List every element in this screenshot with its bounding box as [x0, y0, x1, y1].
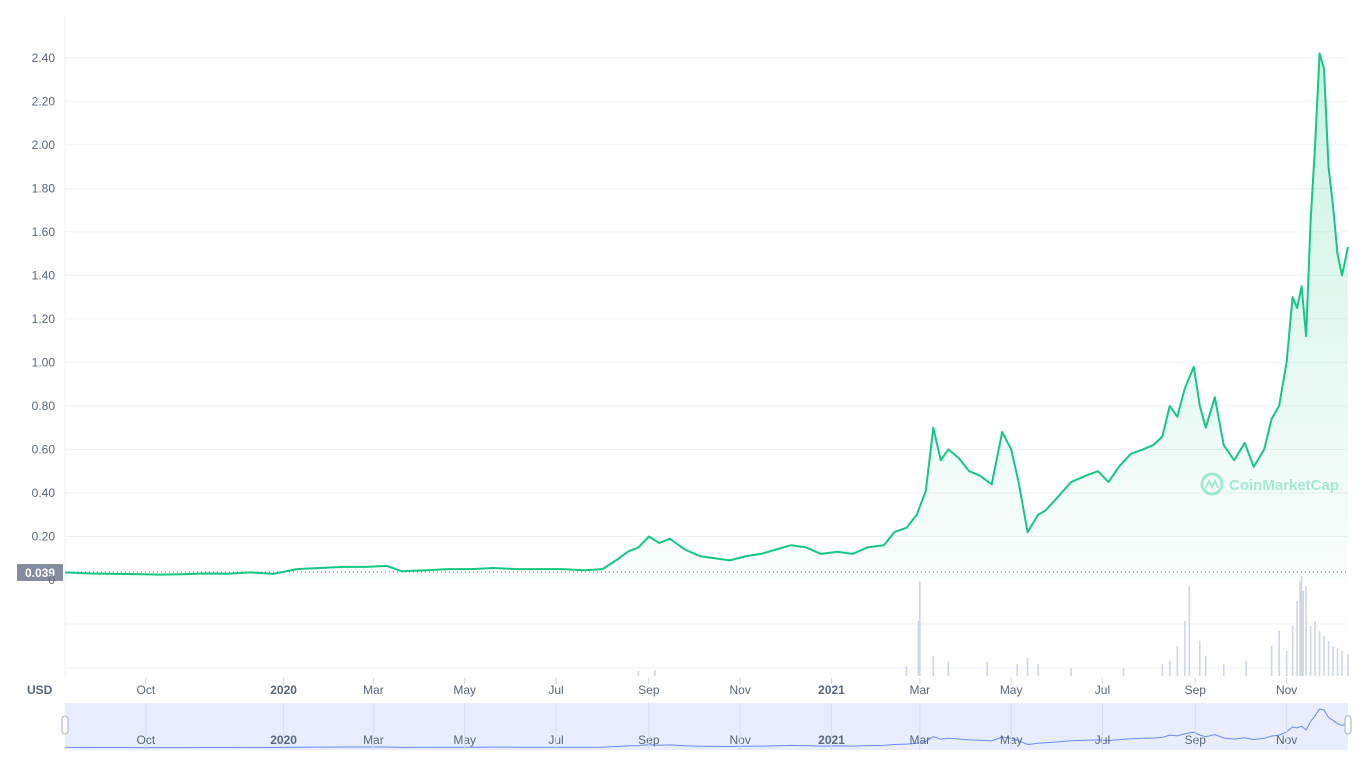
volume-bar [1323, 636, 1325, 676]
price-area [65, 53, 1348, 580]
volume-bar [1309, 626, 1312, 676]
volume-bar [654, 670, 656, 676]
volume-bar [1198, 641, 1201, 676]
navigator-axis: Oct 2020 Mar May Jul Sep Nov 2021 Mar May Jul Sep No… [137, 703, 1297, 750]
x-tick-label: Jul [548, 683, 563, 697]
volume-bar [1300, 576, 1303, 676]
current-price-label: 0.039 [25, 566, 55, 580]
navigator-line [64, 708, 1349, 749]
x-tick-label: Mar [363, 683, 384, 697]
volume-bar [1296, 601, 1298, 676]
price-series-line [64, 52, 1349, 576]
x-tick-label: Sep [1185, 683, 1207, 697]
grid-lines [64, 16, 1348, 678]
current-price-tag: 0.039 [17, 564, 63, 581]
volume-bar [1299, 581, 1301, 676]
volume-bar [1169, 661, 1171, 676]
y-tick-label: 0 [48, 573, 55, 587]
navigator-background [65, 703, 1348, 750]
volume-bar [1314, 621, 1316, 676]
volume-bar [1122, 668, 1125, 676]
volume-bar [1278, 631, 1280, 676]
coinmarketcap-logo-icon [1200, 472, 1224, 496]
y-tick-label: 0.80 [32, 399, 56, 413]
volume-bar [1184, 621, 1186, 676]
y-tick-label: 1.40 [32, 268, 56, 282]
x-tick-label: 2021 [818, 683, 845, 697]
y-tick-label: 2.40 [32, 51, 56, 65]
volume-bar [1188, 586, 1191, 676]
x-tick-label: May [453, 683, 476, 697]
volume-bar [637, 671, 640, 676]
price-line [64, 52, 1349, 576]
y-tick-label: 1.80 [32, 181, 56, 195]
x-tick-label: Nov [1276, 683, 1297, 697]
volume-bar [1070, 668, 1072, 676]
volume-bar [905, 666, 908, 676]
volume-bar [1341, 651, 1343, 676]
volume-bar [1016, 664, 1018, 676]
volume-bar [1302, 591, 1304, 676]
navigator-right-handle[interactable] [1344, 715, 1352, 735]
volume-bar [1336, 648, 1339, 676]
y-tick-label: 0.40 [32, 486, 56, 500]
x-tick-label: May [1000, 683, 1023, 697]
coinmarketcap-watermark: CoinMarketCap [1200, 472, 1339, 496]
volume-bar [1176, 646, 1179, 676]
x-tick-label: Jul [1095, 683, 1110, 697]
coinmarketcap-logo-mark [1205, 478, 1219, 490]
y-tick-label: 2.00 [32, 138, 56, 152]
volume-bar [917, 621, 920, 676]
price-area-fill [65, 53, 1348, 580]
volume-bar [1327, 641, 1330, 676]
volume-bar [1270, 646, 1273, 676]
range-navigator[interactable]: Oct 2020 Mar May Jul Sep Nov 2021 Mar May Jul Sep No… [61, 703, 1352, 750]
watermark-text: CoinMarketCap [1229, 477, 1339, 494]
x-axis: Oct 2020 Mar May Jul Sep Nov 2021 Mar May Jul Sep No… [137, 678, 1297, 697]
navigator-left-handle[interactable] [61, 715, 69, 735]
volume-bar [1332, 646, 1334, 676]
x-tick-label: Sep [638, 683, 660, 697]
volume-bar [1161, 664, 1164, 676]
currency-label[interactable]: USD [27, 683, 53, 697]
volume-bar [1222, 664, 1225, 676]
x-tick-label: Nov [730, 683, 751, 697]
y-tick-label: 0.60 [32, 442, 56, 456]
volume-bar [986, 662, 989, 676]
x-tick-label: Mar [909, 683, 930, 697]
y-axis: 0.20 0.40 0.60 0.80 1.00 1.20 1.40 1.60 1.80 2.00… [32, 51, 56, 587]
volume-bar [1305, 586, 1307, 676]
volume-bars [637, 576, 1349, 676]
y-tick-label: 2.20 [32, 94, 56, 108]
volume-bar [1318, 631, 1321, 676]
volume-bar [1347, 654, 1349, 676]
volume-bar [1037, 664, 1039, 676]
volume-bar [1245, 661, 1247, 676]
volume-bar [947, 661, 950, 676]
volume-bar [1026, 658, 1029, 676]
volume-bar [1291, 626, 1294, 676]
volume-bar [919, 581, 921, 676]
y-tick-label: 1.60 [32, 225, 56, 239]
x-tick-label: Oct [137, 683, 156, 697]
y-tick-label: 0.20 [32, 529, 56, 543]
x-tick-label: 2020 [270, 683, 297, 697]
volume-bar [1204, 656, 1207, 676]
y-tick-label: 1.00 [32, 355, 56, 369]
volume-bar [932, 656, 935, 676]
y-tick-label: 1.20 [32, 312, 56, 326]
volume-bar [1285, 651, 1288, 676]
